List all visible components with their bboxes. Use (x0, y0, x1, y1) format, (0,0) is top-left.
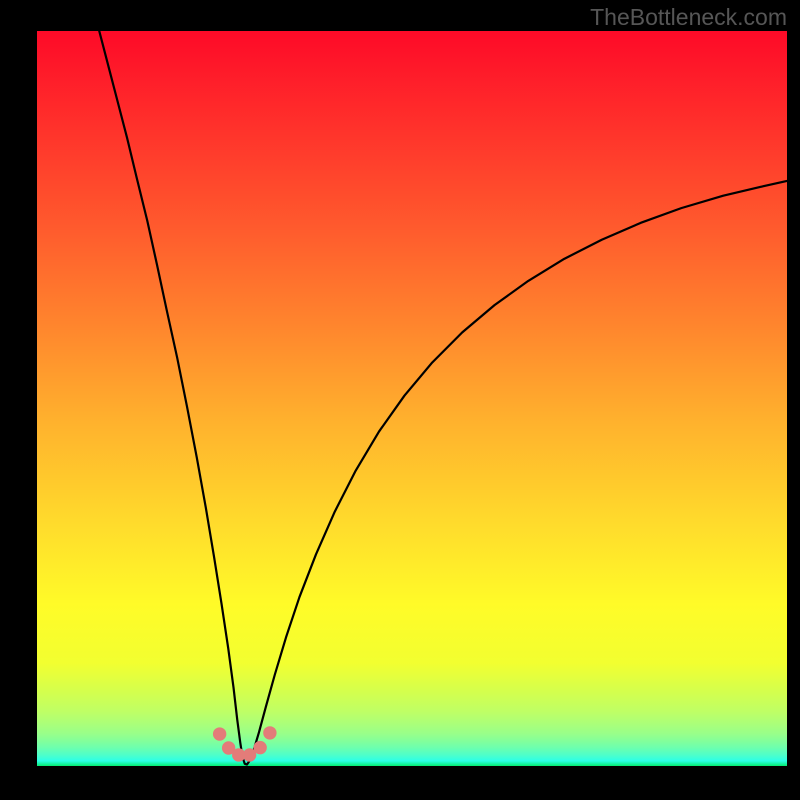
curve-dot (263, 726, 276, 739)
watermark-text: TheBottleneck.com (590, 4, 787, 31)
curve-dot (253, 741, 266, 754)
curve-dot (213, 727, 226, 740)
plot-svg (0, 0, 800, 800)
gradient-background (37, 31, 787, 766)
